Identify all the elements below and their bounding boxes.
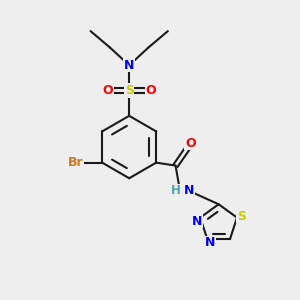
Text: O: O bbox=[103, 84, 113, 97]
Text: O: O bbox=[185, 137, 196, 150]
Text: O: O bbox=[145, 84, 156, 97]
Text: N: N bbox=[124, 59, 134, 72]
Text: S: S bbox=[237, 210, 246, 223]
Text: H: H bbox=[171, 184, 181, 197]
Text: N: N bbox=[192, 215, 202, 228]
Text: Br: Br bbox=[68, 156, 83, 169]
Text: N: N bbox=[205, 236, 215, 249]
Text: S: S bbox=[125, 84, 134, 97]
Text: N: N bbox=[184, 184, 194, 197]
